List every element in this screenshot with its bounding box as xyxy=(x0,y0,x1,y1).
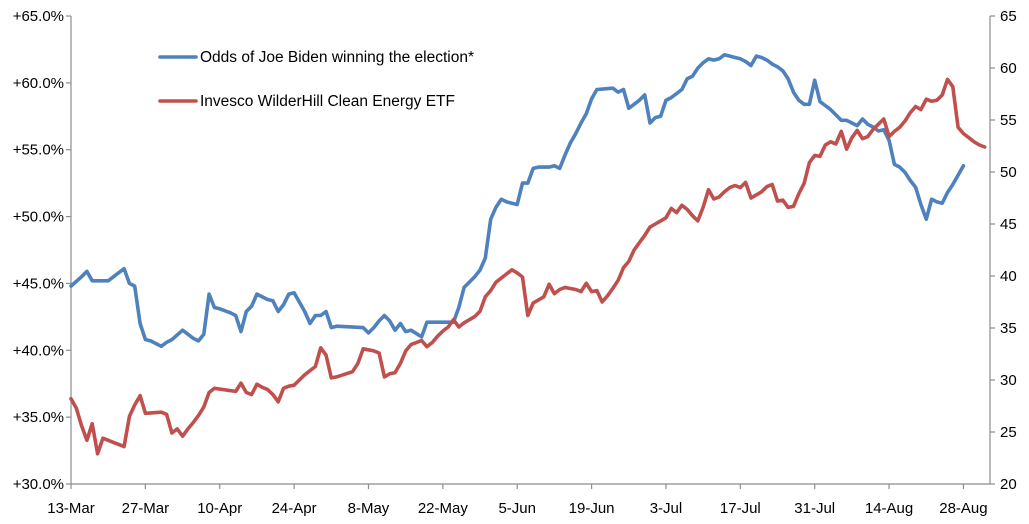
left-tick-label: +35.0% xyxy=(13,409,64,426)
x-tick-label: 17-Jul xyxy=(720,500,761,517)
x-tick-label: 14-Aug xyxy=(865,500,913,517)
x-tick-label: 31-Jul xyxy=(794,500,835,517)
biden-odds-line xyxy=(69,53,966,349)
x-tick-label: 3-Jul xyxy=(650,500,683,517)
x-tick-label: 10-Apr xyxy=(197,500,242,517)
right-tick-label: 30 xyxy=(1000,372,1017,389)
right-tick-label: 40 xyxy=(1000,268,1017,285)
x-tick-label: 8-May xyxy=(348,500,390,517)
right-tick-label: 55 xyxy=(1000,112,1017,129)
left-tick-label: +45.0% xyxy=(13,275,64,292)
right-tick-label: 65 xyxy=(1000,8,1017,25)
axes xyxy=(70,16,991,485)
left-tick-label: +40.0% xyxy=(13,342,64,359)
right-tick-label: 50 xyxy=(1000,164,1017,181)
left-tick-label: +30.0% xyxy=(13,476,64,493)
x-axis-ticks: 13-Mar 27-Mar 10-Apr 24-Apr 8-May 22-May 5-Jun… xyxy=(47,484,988,517)
left-tick-label: +65.0% xyxy=(13,8,64,25)
left-tick-label: +60.0% xyxy=(13,75,64,92)
x-tick-label: 13-Mar xyxy=(47,500,95,517)
right-tick-label: 35 xyxy=(1000,320,1017,337)
right-tick-label: 25 xyxy=(1000,424,1017,441)
left-tick-label: +50.0% xyxy=(13,209,64,226)
left-axis-ticks: +30.0% +35.0% +40.0% +45.0% +50.0% +55.0% +60.… xyxy=(13,8,71,493)
legend-label-clean-energy-etf: Invesco WilderHill Clean Energy ETF xyxy=(200,93,455,110)
right-tick-label: 45 xyxy=(1000,216,1017,233)
legend-label-biden-odds: Odds of Joe Biden winning the election* xyxy=(200,49,474,66)
legend: Odds of Joe Biden winning the election* I… xyxy=(158,49,474,110)
x-tick-label: 24-Apr xyxy=(272,500,317,517)
x-tick-label: 27-Mar xyxy=(122,500,170,517)
x-tick-label: 28-Aug xyxy=(939,500,987,517)
series-lines xyxy=(69,53,987,456)
x-tick-label: 22-May xyxy=(418,500,469,517)
x-tick-label: 5-Jun xyxy=(498,500,536,517)
right-tick-label: 20 xyxy=(1000,476,1017,493)
right-tick-label: 60 xyxy=(1000,60,1017,77)
clean-energy-etf-line xyxy=(69,77,987,456)
x-tick-label: 19-Jun xyxy=(569,500,615,517)
left-tick-label: +55.0% xyxy=(13,142,64,159)
right-axis-ticks: 20 25 30 35 40 45 50 55 60 65 xyxy=(990,8,1017,493)
